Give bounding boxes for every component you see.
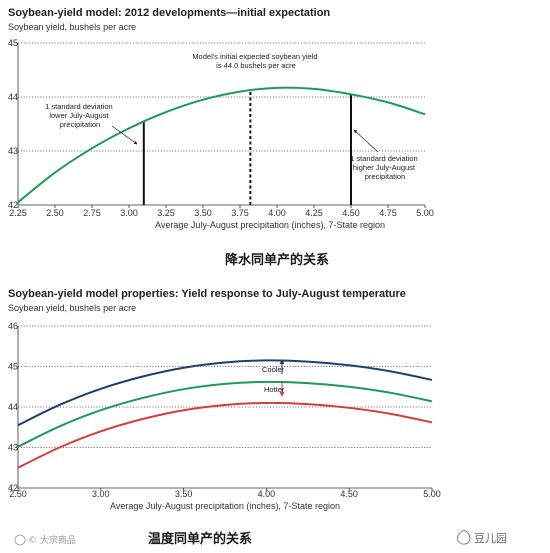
x-tick-label: 2.50 <box>9 489 27 499</box>
x-tick-label: 3.25 <box>157 208 175 218</box>
chart1-y-ticks: 42 43 44 45 <box>8 38 18 210</box>
x-tick-label: 4.50 <box>340 489 358 499</box>
x-tick-label: 5.00 <box>416 208 434 218</box>
annotation-line: 1 standard deviation <box>350 154 418 163</box>
chart2-title: Soybean-yield model properties: Yield re… <box>8 288 406 300</box>
y-tick-label: 44 <box>8 402 18 412</box>
y-tick-label: 44 <box>8 92 18 102</box>
chart1-xlabel: Average July-August precipitation (inche… <box>155 220 385 230</box>
precipitation-chart: Soybean-yield model: 2012 developments—i… <box>8 7 434 268</box>
x-tick-label: 2.25 <box>9 208 27 218</box>
chart2-ylabel: Soybean yield, bushels per acre <box>8 303 136 313</box>
y-tick-label: 46 <box>8 321 18 331</box>
chart2-xlabel: Average July-August precipitation (inche… <box>110 501 340 511</box>
y-tick-label: 43 <box>8 443 18 453</box>
chart1-annotation-lower: 1 standard deviation lower July-August p… <box>45 102 115 129</box>
chart1-caption: 降水同单产的关系 <box>225 252 329 268</box>
y-tick-label: 45 <box>8 38 18 48</box>
chart1-ylabel: Soybean yield, bushels per acre <box>8 22 136 32</box>
annotation-line: lower July-August <box>49 111 109 120</box>
series-line-1 <box>17 380 433 448</box>
x-tick-label: 4.25 <box>305 208 323 218</box>
watermark-right-text: 豆儿园 <box>474 532 507 545</box>
x-tick-label: 2.50 <box>46 208 64 218</box>
watermark-left: © 大宗商品 <box>14 534 76 546</box>
wechat-icon <box>456 530 471 545</box>
temperature-chart: Soybean-yield model properties: Yield re… <box>8 288 441 547</box>
watermark-left-text: © 大宗商品 <box>28 534 76 546</box>
chart1-series <box>17 86 426 204</box>
series-line-0 <box>17 359 433 427</box>
x-tick-label: 3.00 <box>120 208 138 218</box>
y-tick-label: 42 <box>8 200 18 210</box>
annotation-line: precipitation <box>60 120 100 129</box>
annotation-line: higher July-August <box>353 163 416 172</box>
x-tick-label: 3.50 <box>194 208 212 218</box>
x-tick-label: 4.75 <box>379 208 397 218</box>
chart2-label-cooler: Cooler <box>262 365 285 374</box>
x-tick-label: 3.75 <box>231 208 249 218</box>
chart1-x-ticks: 2.25 2.50 2.75 3.00 3.25 3.50 3.75 4.00 4.25 4.50… <box>9 205 434 218</box>
chart2-gridlines <box>17 325 432 489</box>
x-tick-label: 2.75 <box>83 208 101 218</box>
y-tick-label: 45 <box>8 362 18 372</box>
x-tick-label: 3.00 <box>92 489 110 499</box>
x-tick-label: 3.50 <box>175 489 193 499</box>
chart1-title: Soybean-yield model: 2012 developments—i… <box>8 7 330 19</box>
annotation-line: Model's initial expected soybean yield <box>192 52 317 61</box>
chart1-annotation-expected: Model's initial expected soybean yield i… <box>192 52 319 70</box>
x-tick-label: 4.00 <box>258 489 276 499</box>
x-tick-label: 5.00 <box>423 489 441 499</box>
chart2-caption: 温度同单产的关系 <box>148 531 252 547</box>
y-tick-label: 42 <box>8 483 18 493</box>
chart1-annotation-higher: 1 standard deviation higher July-August … <box>350 154 420 181</box>
x-tick-label: 4.00 <box>268 208 286 218</box>
watermark-logo-icon <box>14 534 26 546</box>
annotation-line: 1 standard deviation <box>45 102 113 111</box>
annotation-line: precipitation <box>365 172 405 181</box>
chart2-series <box>17 359 433 469</box>
series-line-0 <box>17 86 426 204</box>
y-tick-label: 43 <box>8 146 18 156</box>
chart2-x-ticks: 2.50 3.00 3.50 4.00 4.50 5.00 <box>9 488 441 499</box>
chart2-label-hotter: Hotter <box>264 385 285 394</box>
x-tick-label: 4.50 <box>342 208 360 218</box>
chart1-annotation-arrow-higher <box>353 129 379 153</box>
chart1-annotation-arrow-lower <box>111 125 138 145</box>
annotation-line: is 44.0 bushels per acre <box>216 61 296 70</box>
chart1-reference-lines <box>142 90 352 205</box>
watermark-right: 豆儿园 <box>456 530 507 545</box>
chart2-y-ticks: 42 43 44 45 46 <box>8 321 18 493</box>
series-line-2 <box>17 401 433 469</box>
